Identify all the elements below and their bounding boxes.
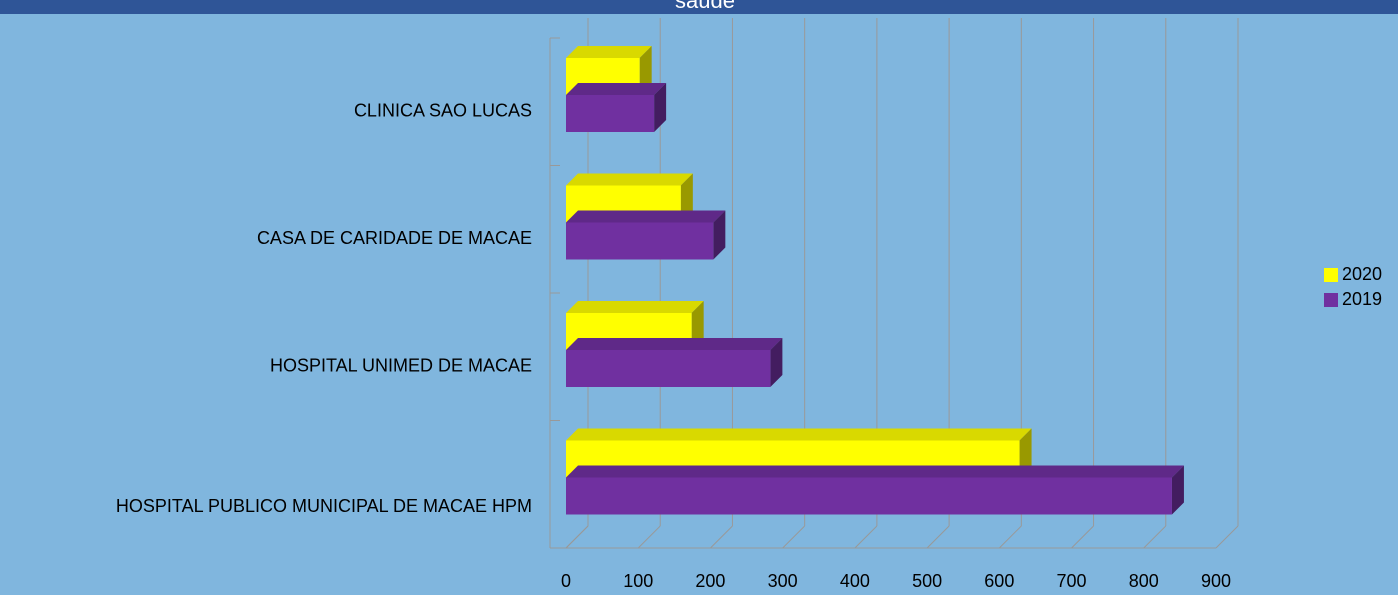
x-tick-label: 500 bbox=[912, 571, 942, 591]
bar-top bbox=[566, 465, 1184, 478]
legend-label: 2019 bbox=[1342, 289, 1382, 309]
bar-side bbox=[654, 83, 667, 132]
grid-line bbox=[565, 525, 589, 549]
bar-side bbox=[680, 173, 693, 223]
grid-line bbox=[637, 525, 661, 549]
x-tick-label: 800 bbox=[1129, 571, 1159, 591]
grid-line bbox=[710, 525, 733, 549]
grid-line bbox=[1071, 525, 1094, 549]
x-tick-label: 0 bbox=[561, 571, 571, 591]
bar bbox=[566, 350, 771, 387]
x-tick-label: 700 bbox=[1057, 571, 1087, 591]
chart-title: saude bbox=[675, 0, 735, 13]
y-tick-label: CLINICA SAO LUCAS bbox=[354, 101, 532, 121]
bar-side bbox=[1019, 428, 1032, 478]
legend-label: 2020 bbox=[1342, 264, 1382, 284]
x-tick-label: 100 bbox=[623, 571, 653, 591]
y-tick-label: CASA DE CARIDADE DE MACAE bbox=[257, 228, 532, 248]
x-tick-label: 200 bbox=[695, 571, 725, 591]
bar-side bbox=[770, 338, 783, 387]
grid-line bbox=[998, 525, 1022, 549]
grid-line bbox=[926, 525, 950, 549]
bar-side bbox=[691, 301, 704, 350]
y-tick-label: HOSPITAL PUBLICO MUNICIPAL DE MACAE HPM bbox=[116, 496, 532, 516]
bar-top bbox=[566, 301, 704, 313]
y-tick-label: HOSPITAL UNIMED DE MACAE bbox=[270, 356, 532, 376]
grid-line bbox=[1143, 525, 1167, 549]
x-tick-label: 300 bbox=[768, 571, 798, 591]
legend-swatch bbox=[1324, 293, 1338, 307]
bar bbox=[566, 95, 655, 132]
bar-side bbox=[713, 210, 726, 260]
bar bbox=[566, 222, 714, 260]
bar-top bbox=[566, 428, 1032, 441]
bar bbox=[566, 477, 1172, 515]
bar-side bbox=[639, 46, 652, 95]
grid-line bbox=[782, 525, 806, 549]
bar-top bbox=[566, 83, 667, 95]
bar-top bbox=[566, 210, 726, 223]
bar-top bbox=[566, 173, 693, 186]
title-bar bbox=[0, 0, 1398, 14]
x-tick-label: 900 bbox=[1201, 571, 1231, 591]
bar-top bbox=[566, 338, 783, 350]
x-tick-label: 400 bbox=[840, 571, 870, 591]
grid-line bbox=[854, 525, 878, 549]
legend-swatch bbox=[1324, 268, 1338, 282]
bar-side bbox=[1171, 465, 1184, 515]
bar-top bbox=[566, 46, 652, 58]
x-tick-label: 600 bbox=[984, 571, 1014, 591]
grid-line bbox=[1215, 525, 1239, 549]
